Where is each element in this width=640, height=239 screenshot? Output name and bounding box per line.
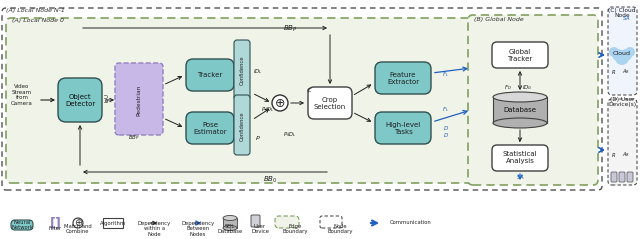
Text: Video
Stream
from
Camera: Video Stream from Camera [11,84,33,106]
Bar [103,218,123,228]
Text: Filter: Filter [49,227,61,232]
Ellipse shape [493,118,547,128]
FancyBboxPatch shape [186,59,234,91]
Text: User
Device: User Device [251,224,269,234]
Text: $SA$: $SA$ [621,14,630,22]
Text: (A) Local Node N-1: (A) Local Node N-1 [6,8,65,13]
Text: (A) Local Node 0: (A) Local Node 0 [12,18,64,23]
Text: $F_L$: $F_L$ [442,71,449,79]
Text: Communication: Communication [390,221,432,226]
Text: ⊕: ⊕ [275,97,285,109]
Text: (B) Global Node: (B) Global Node [474,17,524,22]
Text: Cloud: Cloud [613,50,631,55]
FancyBboxPatch shape [275,216,299,228]
Text: $D$: $D$ [443,131,449,139]
Text: Confidence: Confidence [239,55,244,85]
FancyBboxPatch shape [375,112,431,144]
Text: (C) Cloud
Node: (C) Cloud Node [608,8,636,18]
Text: IoU: IoU [104,92,109,102]
Text: SQL
Database: SQL Database [218,224,243,234]
FancyBboxPatch shape [251,215,260,227]
Text: $P$: $P$ [255,134,261,142]
Circle shape [73,218,83,228]
Text: $BB_P$: $BB_P$ [283,24,297,34]
Text: Statistical
Analysis: Statistical Analysis [502,152,538,164]
Text: Tracker: Tracker [197,72,223,78]
FancyBboxPatch shape [492,42,548,68]
Text: Pedestrian: Pedestrian [136,84,141,116]
Bar [223,218,237,228]
Text: $A_R$: $A_R$ [622,68,630,76]
Text: Edge
Boundary: Edge Boundary [282,224,308,234]
Text: $I$: $I$ [518,136,522,144]
Text: $C$: $C$ [306,86,312,94]
Circle shape [615,51,629,65]
Ellipse shape [223,216,237,221]
FancyBboxPatch shape [115,63,163,135]
Text: [: [ [50,217,56,229]
Ellipse shape [223,226,237,230]
Text: ]: ] [54,217,60,229]
Circle shape [625,47,635,57]
Text: $SA$: $SA$ [516,173,524,181]
Circle shape [620,49,632,61]
Text: Pose
Estimator: Pose Estimator [193,121,227,135]
Text: ⊕: ⊕ [74,218,82,228]
Text: Feature
Extractor: Feature Extractor [387,71,419,85]
FancyBboxPatch shape [234,95,250,155]
Text: Object
Detector: Object Detector [65,93,95,107]
Text: $F_L$: $F_L$ [442,106,449,114]
Text: $ID_G$: $ID_G$ [522,84,532,92]
Text: Global
Tracker: Global Tracker [508,49,532,61]
Circle shape [272,95,288,111]
Bar [493,97,547,123]
Text: $BB_0$: $BB_0$ [263,175,277,185]
Text: Node
Boundary: Node Boundary [327,224,353,234]
Text: Dependency
within a
Node: Dependency within a Node [138,221,171,237]
Text: Neural
Network: Neural Network [11,220,33,230]
Text: $P_i ID_L$: $P_i ID_L$ [261,106,275,114]
Text: $ID_L$: $ID_L$ [253,68,263,76]
FancyBboxPatch shape [619,172,625,182]
Text: High-level
Tasks: High-level Tasks [385,121,420,135]
FancyBboxPatch shape [627,172,633,182]
Text: (D) User
Device(s): (D) User Device(s) [608,97,636,107]
Text: Algorithm: Algorithm [100,221,126,226]
Text: Database: Database [504,107,536,113]
FancyBboxPatch shape [6,18,486,183]
Text: Dependency
Between
Nodes: Dependency Between Nodes [181,221,214,237]
Text: $R$: $R$ [611,68,616,76]
Ellipse shape [493,92,547,102]
Text: $R$: $R$ [611,151,616,159]
Text: $F_D$: $F_D$ [504,84,512,92]
Text: $BB_P$: $BB_P$ [128,134,140,142]
Text: $D$: $D$ [443,124,449,132]
FancyBboxPatch shape [611,172,617,182]
FancyBboxPatch shape [375,62,431,94]
FancyBboxPatch shape [186,112,234,144]
Circle shape [609,47,619,57]
FancyBboxPatch shape [468,15,598,185]
FancyBboxPatch shape [308,87,352,119]
Circle shape [612,49,624,61]
FancyBboxPatch shape [608,99,637,185]
FancyBboxPatch shape [492,145,548,171]
Text: Match and
Combine: Match and Combine [64,224,92,234]
FancyBboxPatch shape [11,220,33,230]
Text: $A_R$: $A_R$ [622,151,630,159]
Text: Crop
Selection: Crop Selection [314,97,346,109]
FancyBboxPatch shape [58,78,102,122]
FancyBboxPatch shape [608,7,637,95]
FancyBboxPatch shape [234,40,250,100]
Text: $P_i ID_L$: $P_i ID_L$ [283,130,297,139]
Text: Confidence: Confidence [239,111,244,141]
